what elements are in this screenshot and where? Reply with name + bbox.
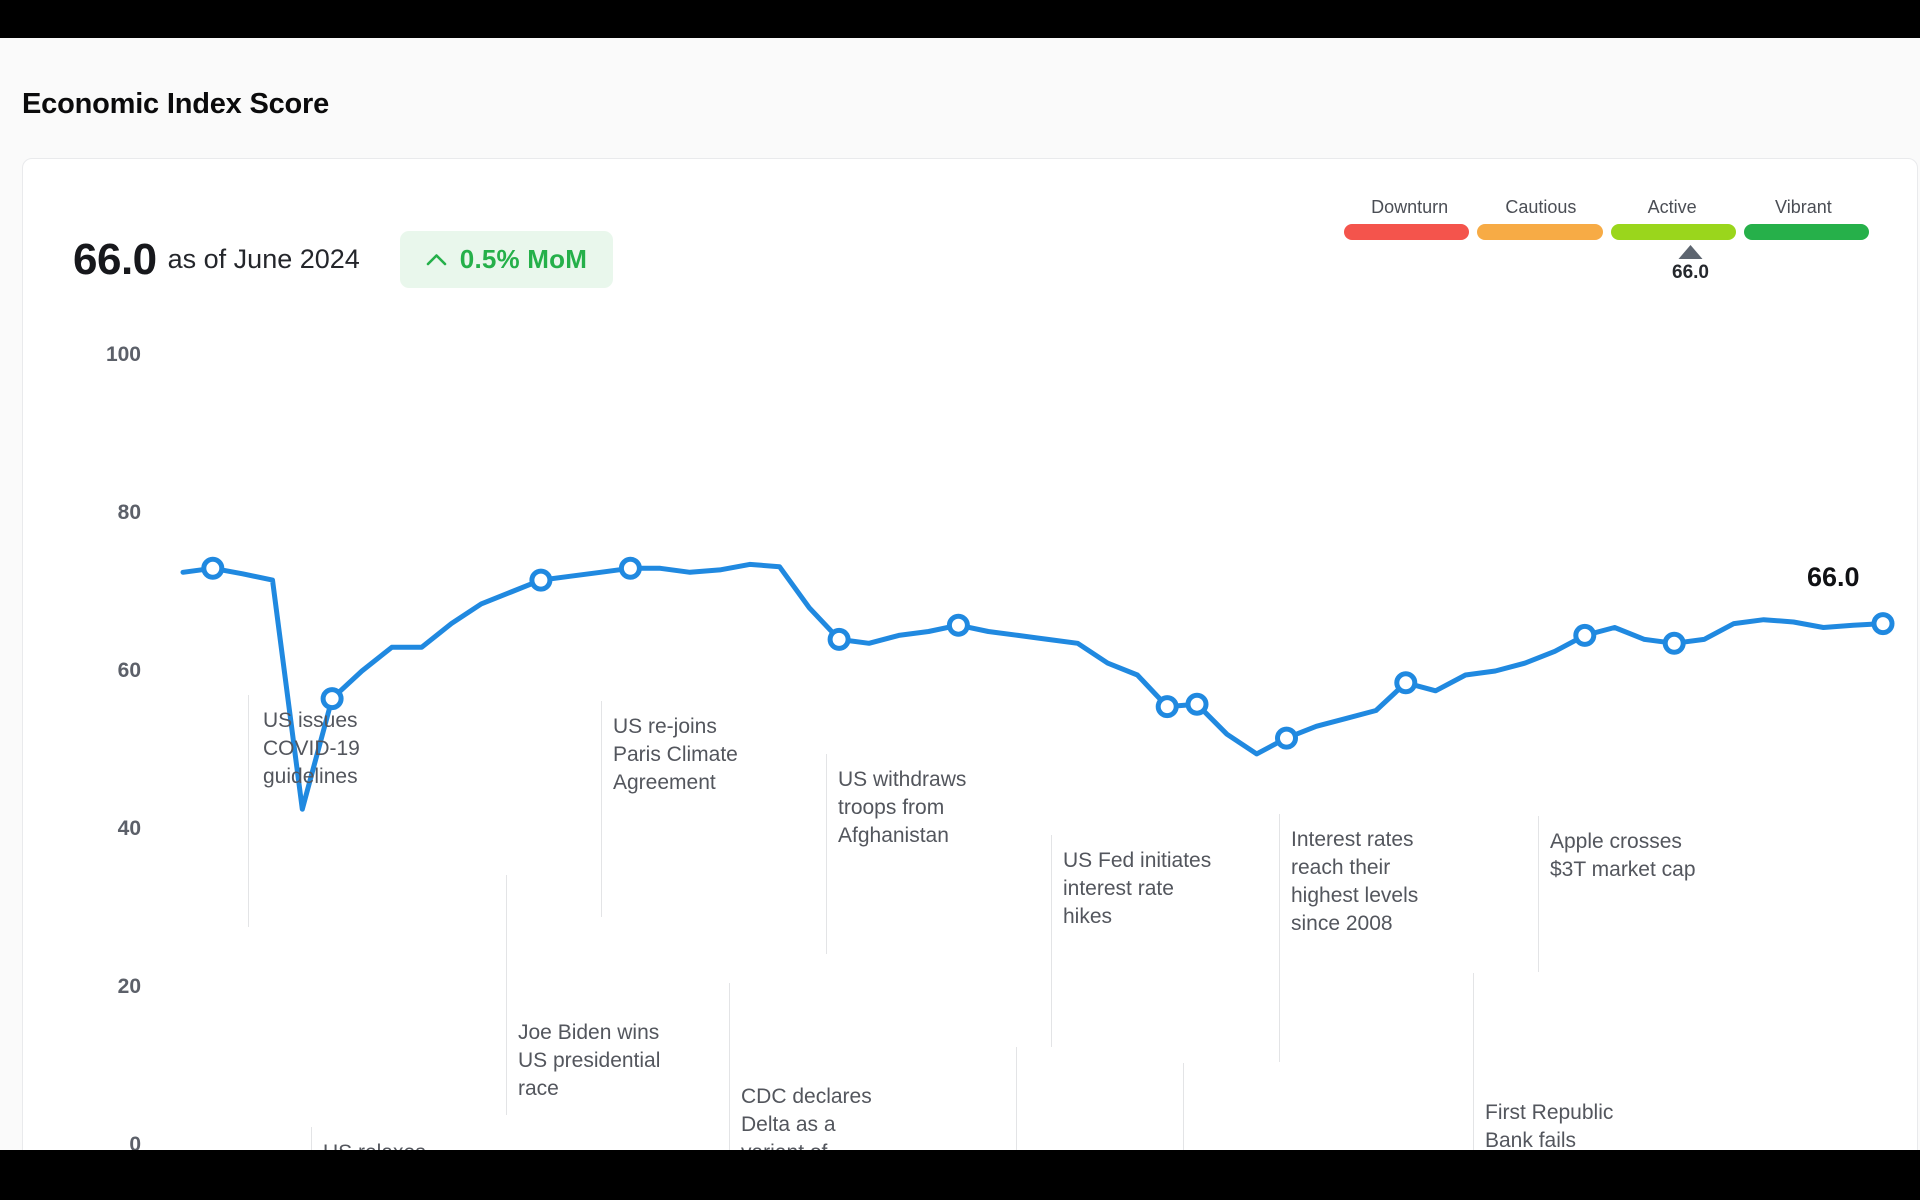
caret-up-icon xyxy=(426,254,447,266)
legend-bar-active xyxy=(1610,224,1736,240)
y-axis-tick-80: 80 xyxy=(117,501,141,524)
annotation-rule-afghanistan xyxy=(826,754,827,954)
mom-change-badge[interactable]: 0.5% MoM xyxy=(399,231,614,288)
legend-marker-layer: 66.0 xyxy=(1344,245,1869,291)
legend-labels: Downturn Cautious Active Vibrant xyxy=(1344,197,1869,218)
annotation-rule-fed-hikes xyxy=(1051,835,1052,1047)
event-point-marker[interactable] xyxy=(1394,671,1418,695)
annotation-rule-inflation-eases xyxy=(1183,1063,1184,1150)
annotation-rule-apple-3t xyxy=(1538,816,1539,972)
page-title: Economic Index Score xyxy=(22,88,330,120)
annotation-rule-biden-wins xyxy=(506,875,507,1115)
y-axis-tick-40: 40 xyxy=(117,817,141,840)
event-point-marker[interactable] xyxy=(618,556,642,580)
triangle-marker-icon xyxy=(1678,245,1703,259)
event-point-marker[interactable] xyxy=(1155,695,1179,719)
status-legend: Downturn Cautious Active Vibrant 66.0 xyxy=(1344,197,1869,283)
end-value-label: 66.0 xyxy=(1807,561,1860,592)
annotation-rule-interest-rates-2008 xyxy=(1279,814,1280,1062)
legend-bar-downturn xyxy=(1344,224,1470,240)
mom-change-text: 0.5% MoM xyxy=(459,244,588,274)
y-axis: 100 80 60 40 20 0 xyxy=(23,339,141,1150)
line-chart xyxy=(180,556,1895,812)
event-point-marker[interactable] xyxy=(1573,623,1597,647)
index-score-line xyxy=(180,561,1886,812)
y-axis-tick-60: 60 xyxy=(117,659,141,682)
event-point-marker[interactable] xyxy=(946,613,970,637)
legend-label-downturn: Downturn xyxy=(1371,197,1449,217)
event-point-marker[interactable] xyxy=(1871,612,1895,636)
score-summary: 66.0 as of June 2024 0.5% MoM xyxy=(73,231,614,288)
y-axis-tick-100: 100 xyxy=(105,343,141,366)
screen-bezel-top xyxy=(0,0,1920,38)
annotation-rule-covid-guidelines xyxy=(248,695,249,927)
annotation-rule-first-republic xyxy=(1473,973,1474,1150)
score-value: 66.0 xyxy=(73,234,157,284)
screen-bezel-bottom xyxy=(0,1150,1920,1200)
chart-plot-area: 100 80 60 40 20 0 US issues COVID-19 guidelin… xyxy=(23,339,1919,1150)
annotation-rule-social-distancing xyxy=(311,1127,312,1150)
legend-label-vibrant: Vibrant xyxy=(1775,197,1832,217)
annotation-rule-cdc-delta xyxy=(729,983,730,1150)
y-axis-tick-0: 0 xyxy=(129,1133,141,1150)
event-point-marker[interactable] xyxy=(529,568,553,592)
event-point-marker[interactable] xyxy=(320,687,344,711)
annotation-rule-russia-ukraine xyxy=(1016,1047,1017,1150)
legend-bars xyxy=(1344,224,1869,240)
event-point-marker[interactable] xyxy=(1275,726,1298,750)
event-point-marker[interactable] xyxy=(201,556,225,580)
legend-current-marker: 66.0 xyxy=(1672,245,1709,284)
annotation-rule-paris-agreement xyxy=(601,701,602,917)
legend-label-active: Active xyxy=(1647,197,1697,217)
legend-bar-vibrant xyxy=(1743,224,1869,240)
legend-bar-cautious xyxy=(1477,224,1603,240)
y-axis-tick-20: 20 xyxy=(117,975,141,998)
legend-label-cautious: Cautious xyxy=(1505,197,1577,217)
score-asof-label: as of June 2024 xyxy=(167,244,360,274)
event-point-marker[interactable] xyxy=(1185,692,1209,716)
event-point-marker[interactable] xyxy=(1662,631,1686,655)
event-point-marker[interactable] xyxy=(827,627,851,651)
economic-index-card: 66.0 as of June 2024 0.5% MoM Downturn C… xyxy=(22,158,1918,1150)
dashboard-screen: Economic Index Score 66.0 as of June 202… xyxy=(0,38,1920,1150)
legend-marker-value: 66.0 xyxy=(1672,262,1709,283)
